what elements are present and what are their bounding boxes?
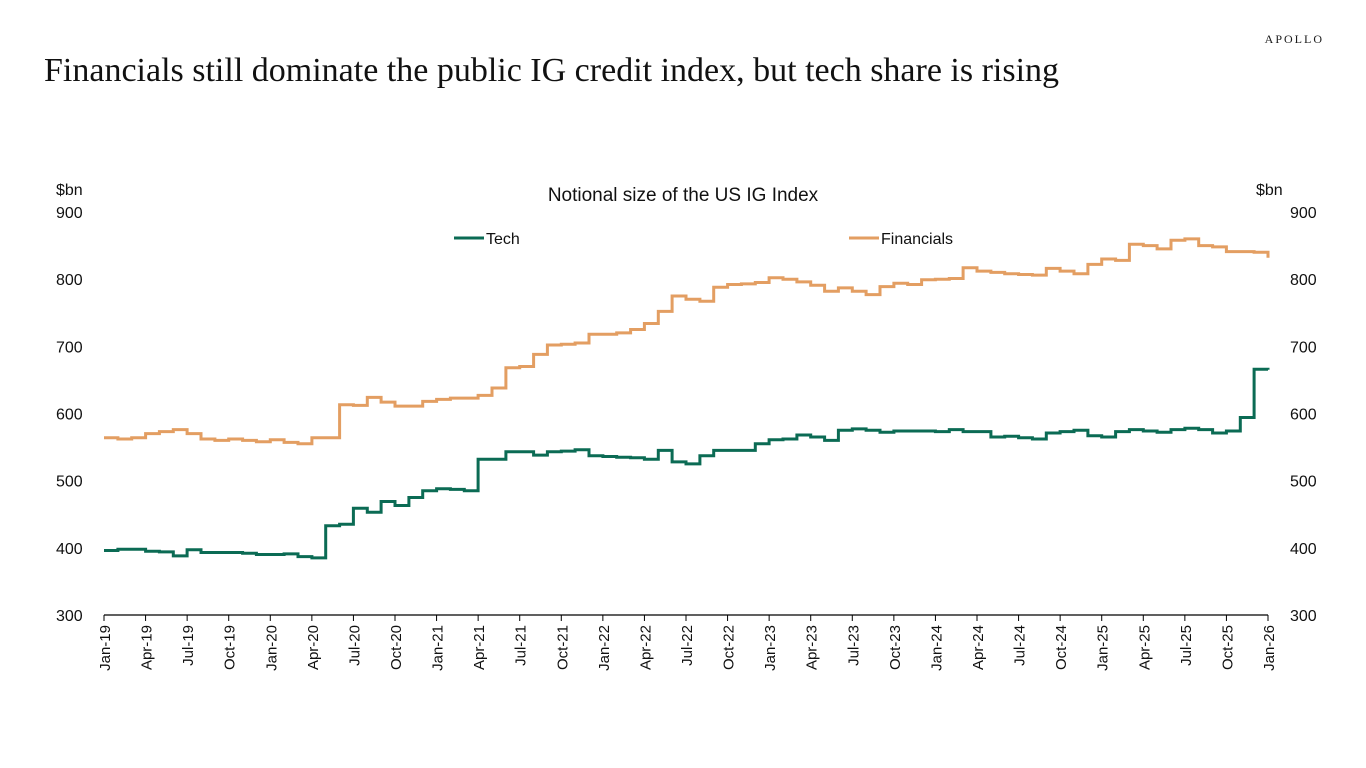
y-axis-unit-right: $bn bbox=[1256, 182, 1283, 199]
x-tick-label: Oct-25 bbox=[1219, 625, 1236, 670]
x-tick-label: Jul-24 bbox=[1012, 625, 1029, 666]
x-tick-label: Jan-22 bbox=[596, 625, 613, 671]
y-tick-label-left: 900 bbox=[56, 205, 83, 222]
y-tick-label-left: 400 bbox=[56, 541, 83, 558]
x-tick-label: Oct-24 bbox=[1053, 625, 1070, 670]
x-tick-label: Oct-23 bbox=[887, 625, 904, 670]
x-tick-label: Jan-19 bbox=[97, 625, 114, 671]
y-tick-label-left: 500 bbox=[56, 474, 83, 491]
x-tick-label: Oct-20 bbox=[388, 625, 405, 670]
y-tick-label-right: 300 bbox=[1290, 608, 1317, 625]
x-tick-label: Jul-25 bbox=[1178, 625, 1195, 666]
x-tick-label: Jan-24 bbox=[928, 625, 945, 671]
x-tick-label: Apr-22 bbox=[637, 625, 654, 670]
x-tick-label: Apr-25 bbox=[1136, 625, 1153, 670]
legend-label-tech: Tech bbox=[486, 231, 520, 248]
y-axis-unit-left: $bn bbox=[56, 182, 83, 199]
apollo-logo: APOLLO bbox=[1264, 32, 1324, 46]
x-tick-label: Apr-23 bbox=[804, 625, 821, 670]
y-tick-label-left: 300 bbox=[56, 608, 83, 625]
y-tick-label-left: 800 bbox=[56, 272, 83, 289]
y-tick-label-right: 600 bbox=[1290, 407, 1317, 424]
x-tick-label: Apr-19 bbox=[139, 625, 156, 670]
x-tick-label: Jan-26 bbox=[1261, 625, 1278, 671]
x-tick-label: Jul-19 bbox=[180, 625, 197, 666]
x-tick-label: Apr-24 bbox=[970, 625, 987, 670]
x-tick-label: Oct-22 bbox=[721, 625, 738, 670]
series-line-financials bbox=[104, 237, 1270, 446]
x-tick-label: Oct-19 bbox=[222, 625, 239, 670]
x-tick-label: Jan-23 bbox=[762, 625, 779, 671]
chart-title: Notional size of the US IG Index bbox=[548, 185, 819, 206]
x-tick-label: Apr-21 bbox=[471, 625, 488, 670]
x-tick-label: Jul-20 bbox=[346, 625, 363, 666]
y-tick-label-right: 900 bbox=[1290, 205, 1317, 222]
y-tick-label-right: 400 bbox=[1290, 541, 1317, 558]
y-tick-label-right: 700 bbox=[1290, 339, 1317, 356]
x-tick-label: Jul-21 bbox=[513, 625, 530, 666]
legend-label-financials: Financials bbox=[881, 231, 953, 248]
y-tick-label-right: 800 bbox=[1290, 272, 1317, 289]
x-tick-label: Oct-21 bbox=[554, 625, 571, 670]
x-tick-label: Apr-20 bbox=[305, 625, 322, 670]
x-tick-label: Jul-23 bbox=[845, 625, 862, 666]
y-tick-label-left: 700 bbox=[56, 339, 83, 356]
page-title: Financials still dominate the public IG … bbox=[44, 52, 1060, 89]
x-tick-label: Jul-22 bbox=[679, 625, 696, 666]
y-tick-label-right: 500 bbox=[1290, 474, 1317, 491]
x-tick-label: Jan-25 bbox=[1095, 625, 1112, 671]
x-tick-label: Jan-21 bbox=[430, 625, 447, 671]
series-line-tech bbox=[104, 367, 1270, 560]
x-tick-label: Jan-20 bbox=[263, 625, 280, 671]
y-tick-label-left: 600 bbox=[56, 407, 83, 424]
